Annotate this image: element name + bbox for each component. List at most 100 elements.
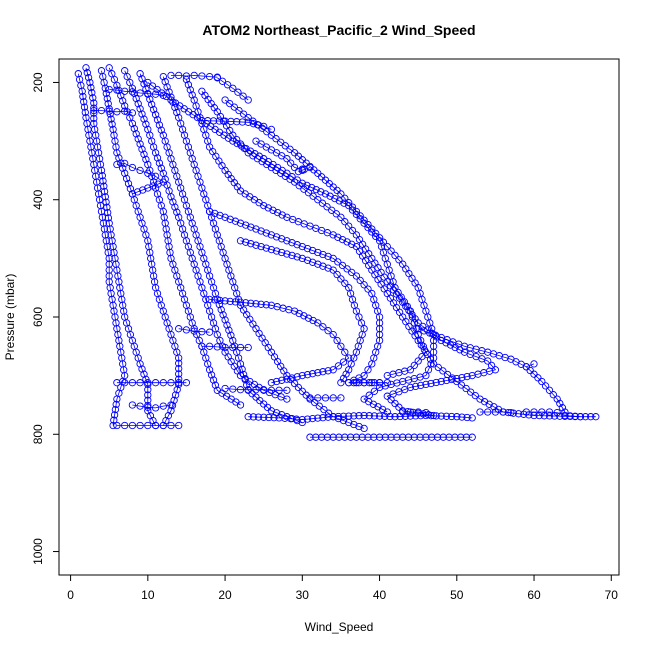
data-point: [283, 413, 291, 421]
data-point: [105, 85, 113, 94]
data-point: [211, 296, 219, 304]
data-point: [292, 415, 301, 423]
data-point: [249, 120, 258, 128]
data-point: [254, 121, 263, 129]
data-point: [287, 415, 295, 423]
data-point: [341, 279, 349, 287]
data-point: [434, 363, 442, 372]
data-point: [115, 154, 123, 162]
data-point: [175, 421, 183, 430]
data-point: [102, 237, 110, 245]
x-tick-label: 30: [296, 588, 310, 602]
data-point: [97, 166, 106, 175]
data-point: [121, 102, 129, 110]
data-point: [323, 433, 332, 441]
data-point: [375, 319, 384, 327]
data-point: [105, 219, 113, 227]
data-point: [142, 120, 150, 128]
data-point: [111, 405, 120, 414]
data-point: [345, 201, 353, 210]
data-point: [226, 297, 234, 306]
data-point: [113, 421, 121, 430]
series-line: [209, 299, 350, 384]
data-point: [319, 250, 327, 259]
data-point: [476, 408, 484, 416]
data-point: [530, 408, 538, 416]
data-point: [298, 415, 306, 424]
data-point: [364, 285, 372, 293]
data-point: [561, 408, 569, 416]
data-point: [236, 401, 245, 409]
data-point: [308, 414, 317, 423]
data-point: [329, 413, 337, 421]
data-point: [530, 370, 538, 378]
data-point: [317, 433, 326, 441]
data-point: [424, 366, 433, 374]
plot-frame: [58, 58, 620, 576]
data-point: [314, 414, 322, 422]
data-point: [556, 399, 564, 408]
data-point: [272, 247, 281, 255]
data-point: [175, 370, 183, 378]
data-point: [255, 152, 263, 160]
data-point: [108, 120, 116, 128]
data-point: [360, 424, 368, 433]
data-point: [278, 235, 286, 243]
data-point: [339, 374, 348, 383]
data-point: [375, 234, 384, 242]
data-point: [283, 386, 291, 394]
data-point: [144, 89, 152, 98]
data-point: [370, 412, 379, 420]
data-point: [270, 414, 278, 422]
data-point: [136, 421, 144, 430]
data-point: [355, 379, 363, 387]
series-line: [132, 404, 172, 409]
data-point: [545, 412, 554, 420]
data-point: [252, 225, 260, 233]
data-point: [97, 106, 106, 115]
data-point: [364, 220, 372, 229]
data-point: [275, 414, 283, 422]
data-point: [159, 91, 167, 100]
data-point: [100, 182, 108, 190]
data-point: [418, 352, 426, 361]
data-point: [95, 155, 104, 163]
data-point: [401, 412, 409, 420]
data-point: [140, 150, 148, 158]
data-point: [128, 190, 137, 198]
data-point: [254, 413, 263, 421]
data-point: [368, 228, 376, 236]
data-point: [157, 164, 165, 172]
data-point: [190, 71, 198, 80]
data-point: [229, 84, 237, 92]
data-point: [298, 254, 306, 263]
data-point: [499, 408, 507, 416]
data-point: [369, 400, 378, 408]
data-point: [294, 383, 303, 392]
data-point: [309, 316, 317, 325]
data-point: [333, 270, 341, 279]
data-point: [113, 86, 121, 94]
y-axis-label: Pressure (mbar): [3, 274, 17, 361]
data-point: [198, 72, 206, 80]
series-line: [171, 74, 218, 78]
data-point: [234, 88, 242, 96]
data-point: [290, 163, 299, 172]
data-point: [471, 391, 479, 400]
data-point: [429, 360, 438, 368]
series-line: [224, 99, 435, 413]
data-point: [319, 262, 327, 270]
data-point: [293, 373, 301, 381]
data-point: [134, 135, 142, 143]
data-point: [260, 122, 268, 131]
data-point: [350, 354, 358, 362]
data-point: [198, 328, 206, 336]
data-point: [352, 307, 361, 315]
data-point: [90, 106, 98, 115]
data-point: [269, 206, 277, 214]
data-point: [159, 207, 167, 216]
data-point: [104, 208, 112, 217]
data-point: [144, 396, 152, 404]
data-point: [383, 379, 391, 387]
data-point: [315, 402, 323, 410]
